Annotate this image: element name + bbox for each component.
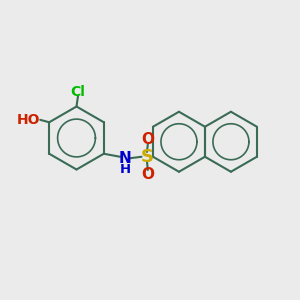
Text: Cl: Cl	[70, 85, 86, 98]
Text: S: S	[140, 148, 154, 166]
Text: N: N	[119, 151, 132, 166]
Text: HO: HO	[17, 113, 41, 127]
Text: H: H	[120, 163, 131, 176]
Text: O: O	[141, 167, 154, 182]
Text: O: O	[141, 132, 154, 147]
